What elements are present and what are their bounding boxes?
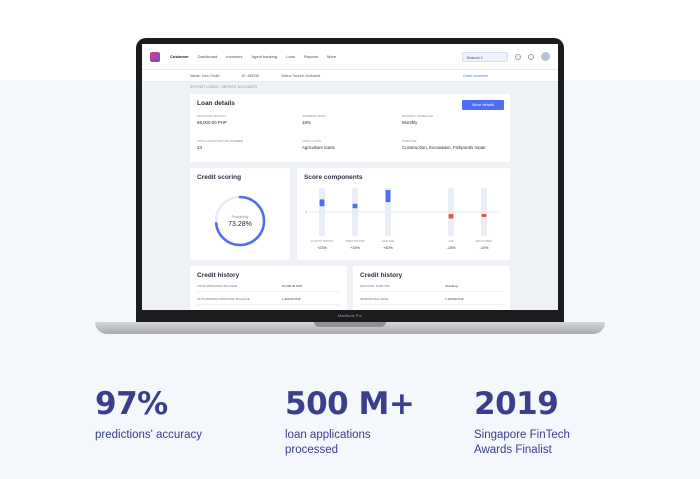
settings-icon[interactable] xyxy=(528,53,534,60)
field-value: 88,000.00 PHP xyxy=(197,120,227,125)
field-value: 24 xyxy=(197,145,202,150)
avatar[interactable] xyxy=(541,52,550,61)
stat-applications: 500 M+ loan applications processed xyxy=(285,386,435,458)
credit-scoring-title: Credit scoring xyxy=(197,174,242,181)
field-principal: Principal amount 88,000.00 PHP xyxy=(197,114,227,125)
nav-agent-banking[interactable]: Agent banking xyxy=(251,54,278,59)
component-bar xyxy=(385,190,391,203)
field-amortization: Total amortization number 24 xyxy=(197,139,243,150)
field-label: Purpose xyxy=(402,139,417,143)
laptop-notch xyxy=(314,322,386,327)
laptop-brand: MacBook Pro xyxy=(337,313,362,318)
laptop-base xyxy=(95,322,605,334)
nav-more[interactable]: More xyxy=(326,54,337,59)
stat-caption: predictions' accuracy xyxy=(95,429,203,441)
row-label: TOTAL PRINCIPAL BALANCE xyxy=(197,284,238,288)
field-value: Agriculture loans xyxy=(302,145,335,150)
top-navbar: Customer Dashboard Investors Agent banki… xyxy=(142,44,558,70)
nav-reports[interactable]: Reports xyxy=(303,54,318,59)
laptop-screen: Customer Dashboard Investors Agent banki… xyxy=(142,44,558,310)
bar-track xyxy=(352,188,358,236)
stat-awards: 2019 Singapore FinTech Awards Finalist xyxy=(474,386,634,458)
credit-score-gauge: Probability 73.28% xyxy=(214,195,266,247)
breadcrumb: DEPOSIT LOANS › DEPOSIT ACCOUNTS xyxy=(190,85,258,89)
table-row: OUTSTANDING PRINCIPAL BALANCE 1,200.00 P… xyxy=(197,297,340,305)
nav-dashboard[interactable]: Dashboard xyxy=(197,54,218,59)
component-label: ACCOUNT HISTORY xyxy=(311,240,334,243)
customer-subbar: Name: John Smith ID: 483290 Status Score… xyxy=(142,70,558,82)
credit-history-title: Credit history xyxy=(360,272,403,279)
field-interest: Interest rate 18% xyxy=(302,114,325,125)
bar-track xyxy=(319,188,325,236)
field-value: Monthly xyxy=(402,120,418,125)
stat-caption: Singapore FinTech Awards Finalist xyxy=(474,429,570,456)
field-purpose: Purpose Construction, Excavation, Fishpo… xyxy=(402,139,486,150)
row-value: Checking xyxy=(445,284,458,288)
component-value: +40% xyxy=(383,246,393,250)
component-value: -10% xyxy=(480,246,489,250)
row-value: 7,100.00 PHP xyxy=(445,297,464,301)
stat-value: 97% xyxy=(95,386,168,422)
field-label: Loan class xyxy=(302,139,321,143)
field-label: Total amortization number xyxy=(197,139,244,143)
gauge-value: 73.28% xyxy=(228,221,252,228)
component-value: -15% xyxy=(447,246,456,250)
component-label: AGE xyxy=(448,240,453,243)
stat-value: 500 M+ xyxy=(285,386,415,422)
credit-history-card-1: Credit history TOTAL PRINCIPAL BALANCE 1… xyxy=(190,266,347,310)
bar-track xyxy=(448,188,454,236)
close-customer-link[interactable]: Close customer xyxy=(463,73,488,78)
field-label: Interest rate xyxy=(302,114,326,118)
table-row: ACCOUNT SUBTYPE Checking xyxy=(360,284,503,292)
nav-loan[interactable]: Loan xyxy=(286,54,295,59)
branch-select[interactable]: Branch 1 xyxy=(462,51,508,62)
row-value: 10,000.00 PHP xyxy=(282,284,303,288)
component-label: LOAN SIZE xyxy=(382,240,395,243)
app-logo[interactable] xyxy=(150,51,160,62)
loan-details-title: Loan details xyxy=(197,100,235,107)
customer-name: Name: John Smith xyxy=(190,73,220,78)
credit-history-card-2: Credit history ACCOUNT SUBTYPE Checking … xyxy=(353,266,510,310)
gauge-label: Probability xyxy=(232,215,249,219)
component-bar xyxy=(481,214,487,218)
row-label: OUTSTANDING PRINCIPAL BALANCE xyxy=(197,297,250,301)
table-row: MINIMUM BALANCE 7,100.00 PHP xyxy=(360,297,503,305)
loan-details-card: Loan details More details Principal amou… xyxy=(190,94,510,162)
zero-tick: 0 xyxy=(305,210,307,214)
score-components-chart: 0 ACCOUNT HISTORY +23% CREDIT HISTORY +15% L… xyxy=(305,188,499,250)
table-row: TOTAL PRINCIPAL BALANCE 10,000.00 PHP xyxy=(197,284,340,292)
component-label: CREDIT HISTORY xyxy=(345,240,365,243)
component-label: EMPLOYMENT xyxy=(476,240,493,243)
customer-status: Status Scored: Activated xyxy=(281,73,321,78)
field-loan-class: Loan class Agriculture loans xyxy=(302,139,335,150)
field-schedule: Payment schedule Monthly xyxy=(402,114,433,125)
component-value: +23% xyxy=(317,246,327,250)
field-label: Principal amount xyxy=(197,114,227,118)
stat-value: 2019 xyxy=(474,386,559,422)
row-value: 1,200.00 PHP xyxy=(282,297,301,301)
nav-investors[interactable]: Investors xyxy=(226,54,243,59)
bell-icon[interactable] xyxy=(515,53,521,60)
component-bar xyxy=(352,203,358,209)
score-components-title: Score components xyxy=(304,174,363,181)
stat-accuracy: 97% predictions' accuracy xyxy=(95,386,265,443)
component-value: +15% xyxy=(350,246,360,250)
component-bar xyxy=(319,199,325,207)
customer-id: ID: 483290 xyxy=(241,73,260,78)
more-details-button[interactable]: More details xyxy=(462,100,504,110)
credit-scoring-card: Credit scoring Probability 73.28% xyxy=(190,168,290,260)
component-bar xyxy=(448,214,454,219)
credit-history-title: Credit history xyxy=(197,272,240,279)
nav-customer[interactable]: Customer xyxy=(170,54,189,59)
field-value: Construction, Excavation, Fishponds repa… xyxy=(402,145,486,150)
score-components-card: Score components 0 ACCOUNT HISTORY +23% CR… xyxy=(297,168,510,260)
bar-track xyxy=(481,188,487,236)
stat-caption: loan applications processed xyxy=(285,429,371,456)
row-label: ACCOUNT SUBTYPE xyxy=(360,284,390,288)
gauge-arc xyxy=(214,195,266,247)
row-label: MINIMUM BALANCE xyxy=(360,297,389,301)
field-value: 18% xyxy=(302,120,311,125)
field-label: Payment schedule xyxy=(402,114,434,118)
